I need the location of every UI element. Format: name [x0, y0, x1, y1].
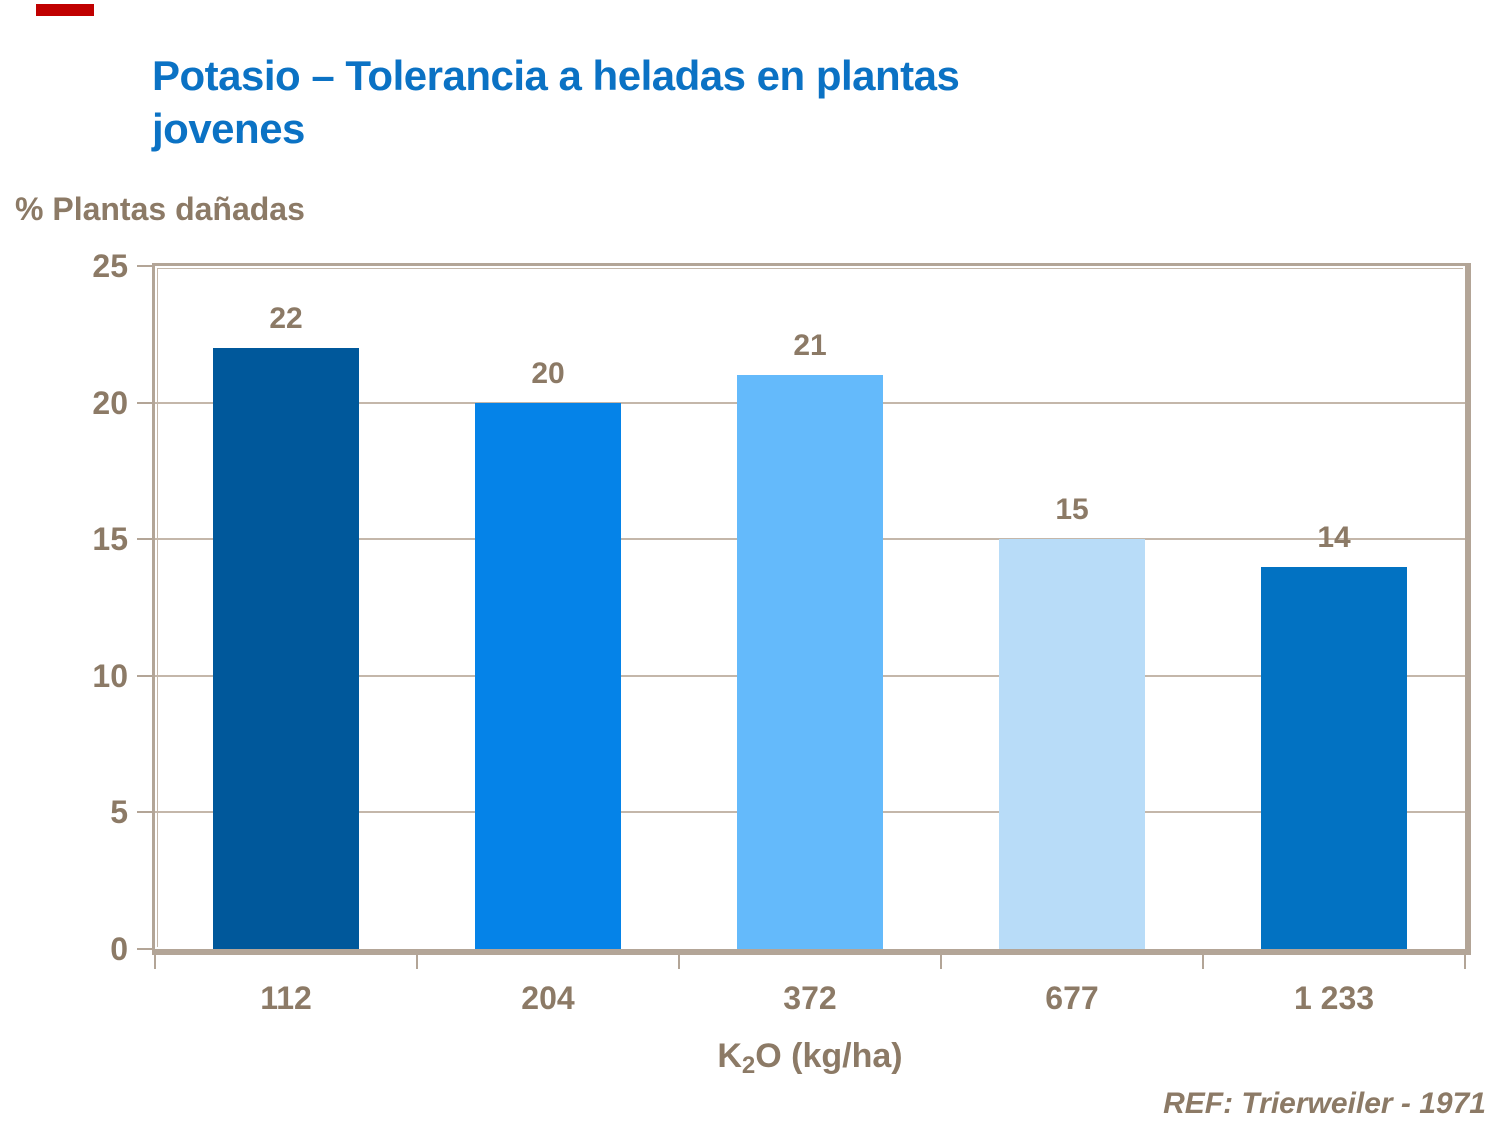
y-axis-tick-labels: 0 5 10 15 20 25: [0, 249, 128, 966]
y-tick-mark: [137, 265, 152, 267]
y-tick-label: 5: [110, 794, 128, 831]
bar-value-label: 21: [793, 329, 827, 363]
x-axis-title: K2O (kg/ha): [155, 1037, 1465, 1079]
red-accent-bar: [36, 4, 94, 16]
bar-204: [475, 402, 621, 949]
reference-text: REF: Trierweiler - 1971: [1163, 1087, 1486, 1120]
y-tick-label: 10: [92, 657, 128, 694]
y-axis-title: % Plantas dañadas: [15, 191, 305, 227]
x-tick-label: 204: [521, 980, 575, 1016]
x-tick-label: 1 233: [1293, 980, 1375, 1016]
bar-value-label: 14: [1317, 520, 1351, 554]
bar-677: [999, 539, 1145, 949]
y-tick-label: 0: [110, 931, 128, 967]
page-title: Potasio – Tolerancia a heladas en planta…: [152, 50, 1292, 156]
x-axis-title-subscript: 2: [741, 1052, 756, 1079]
page-title-line1: Potasio – Tolerancia a heladas en planta…: [152, 52, 960, 99]
x-tick-label: 677: [1045, 980, 1099, 1016]
plot-area: 22 20 21 15 14: [152, 263, 1471, 955]
x-axis-tick-marks: [154, 955, 1466, 969]
bar-value-label: 15: [1055, 493, 1089, 527]
x-axis-title-rest: O (kg/ha): [755, 1037, 903, 1075]
page-title-line2: jovenes: [152, 104, 305, 152]
x-tick-mark: [154, 955, 156, 969]
x-tick-mark: [678, 955, 680, 969]
y-tick-mark: [137, 811, 152, 814]
x-tick-mark: [416, 955, 418, 969]
y-tick-mark: [137, 674, 152, 677]
bar-1 233: [1261, 566, 1407, 949]
y-tick-label: 15: [92, 521, 128, 558]
x-tick-label: 112: [260, 980, 312, 1016]
y-tick-label: 25: [92, 248, 128, 284]
bar-112: [213, 347, 359, 949]
x-tick-mark: [940, 955, 942, 969]
x-tick-label: 372: [783, 980, 837, 1016]
bar-value-label: 22: [269, 301, 303, 335]
y-axis-tick-marks: [137, 265, 152, 950]
x-tick-mark: [1202, 955, 1204, 969]
y-tick-mark: [137, 948, 152, 950]
x-axis-title-base: K: [717, 1037, 742, 1075]
x-tick-mark: [1464, 955, 1466, 969]
bar-value-label: 20: [531, 356, 565, 390]
bar-372: [737, 375, 883, 949]
y-tick-mark: [137, 401, 152, 404]
y-tick-label: 20: [92, 384, 128, 421]
y-tick-mark: [137, 538, 152, 541]
x-axis-tick-labels: 112 204 372 677 1 233: [155, 980, 1465, 1017]
